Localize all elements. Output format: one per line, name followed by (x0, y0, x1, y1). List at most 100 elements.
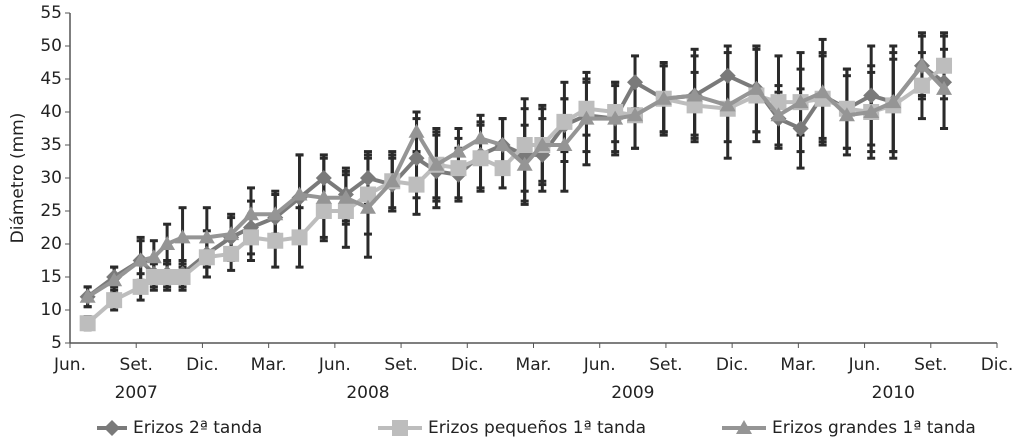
marker (936, 80, 953, 95)
x-tick-label: Set. (120, 355, 153, 375)
marker (885, 94, 902, 109)
marker (132, 252, 149, 267)
marker (291, 186, 308, 201)
marker (913, 77, 930, 94)
marker (242, 206, 259, 221)
year-label: 2008 (346, 383, 389, 403)
x-tick-label: Dic. (981, 355, 1014, 375)
marker (106, 292, 123, 309)
marker (198, 249, 215, 266)
marker (198, 229, 215, 244)
marker (174, 269, 191, 285)
marker (315, 189, 332, 204)
y-tick-label: 55 (40, 3, 62, 23)
marker (936, 57, 953, 74)
y-axis-label: Diámetro (mm) (8, 113, 28, 244)
x-tick-label: Mar. (780, 355, 816, 375)
marker (79, 315, 96, 332)
marker (359, 186, 376, 203)
marker (770, 94, 787, 111)
x-tick-label: Mar. (516, 355, 552, 375)
marker (863, 87, 880, 104)
marker (408, 150, 425, 167)
x-tick-label: Set. (914, 355, 947, 375)
marker (223, 245, 240, 262)
marker (534, 137, 551, 151)
marker (863, 104, 880, 118)
marker (267, 232, 284, 249)
legend-item: Erizos 2ª tanda (97, 418, 262, 438)
marker (450, 160, 467, 177)
y-tick-label: 30 (40, 168, 62, 188)
x-tick-label: Jun. (53, 355, 86, 375)
marker (291, 229, 308, 246)
marker (132, 278, 149, 295)
legend-label: Erizos pequeños 1ª tanda (428, 418, 646, 438)
marker (578, 100, 595, 117)
y-tick-label: 5 (51, 333, 62, 353)
marker (686, 87, 703, 102)
x-tick-label: Dic. (451, 355, 484, 375)
marker (159, 236, 176, 250)
marker (792, 120, 809, 137)
marker (104, 420, 120, 436)
marker (494, 160, 511, 177)
marker (242, 229, 259, 246)
marker (359, 170, 376, 186)
x-tick-label: Set. (649, 355, 682, 375)
year-label: 2009 (611, 383, 654, 403)
marker (408, 123, 425, 138)
year-label: 2010 (872, 383, 915, 403)
x-tick-label: Mar. (251, 355, 287, 375)
legend-item: Erizos pequeños 1ª tanda (378, 418, 646, 438)
y-tick-label: 40 (40, 102, 62, 122)
x-tick-label: Dic. (716, 355, 749, 375)
marker (223, 226, 240, 241)
y-tick-label: 50 (40, 36, 62, 56)
marker (472, 150, 489, 167)
marker (578, 110, 595, 125)
marker (337, 203, 354, 219)
marker (607, 110, 624, 125)
marker (494, 137, 511, 151)
x-tick-label: Jun. (318, 355, 351, 375)
marker (838, 107, 855, 122)
marker (106, 272, 123, 287)
marker (770, 107, 787, 122)
marker (516, 156, 533, 171)
marker (384, 173, 401, 188)
marker (719, 97, 736, 112)
y-tick-label: 10 (40, 300, 62, 320)
marker (145, 249, 162, 264)
marker (408, 176, 425, 193)
marker (516, 137, 533, 153)
marker (450, 143, 467, 158)
legend-label: Erizos 2ª tanda (133, 418, 262, 438)
x-tick-label: Set. (384, 355, 417, 375)
year-label: 2007 (115, 383, 158, 403)
marker (655, 90, 672, 105)
marker (748, 80, 765, 95)
marker (627, 107, 644, 122)
marker (428, 156, 445, 171)
marker (359, 199, 376, 214)
marker (719, 67, 736, 84)
x-tick-label: Jun. (848, 355, 881, 375)
y-tick-label: 25 (40, 201, 62, 221)
marker (556, 137, 573, 151)
y-tick-label: 20 (40, 234, 62, 254)
marker (392, 420, 408, 436)
marker (472, 130, 489, 145)
marker (814, 84, 831, 99)
legend-label: Erizos grandes 1ª tanda (772, 418, 976, 438)
marker (337, 189, 354, 204)
marker (627, 74, 644, 91)
marker (174, 229, 191, 244)
y-tick-label: 45 (40, 69, 62, 89)
x-tick-label: Jun. (583, 355, 616, 375)
marker (315, 170, 332, 186)
marker (145, 269, 162, 285)
x-tick-label: Dic. (186, 355, 219, 375)
marker (267, 206, 284, 221)
